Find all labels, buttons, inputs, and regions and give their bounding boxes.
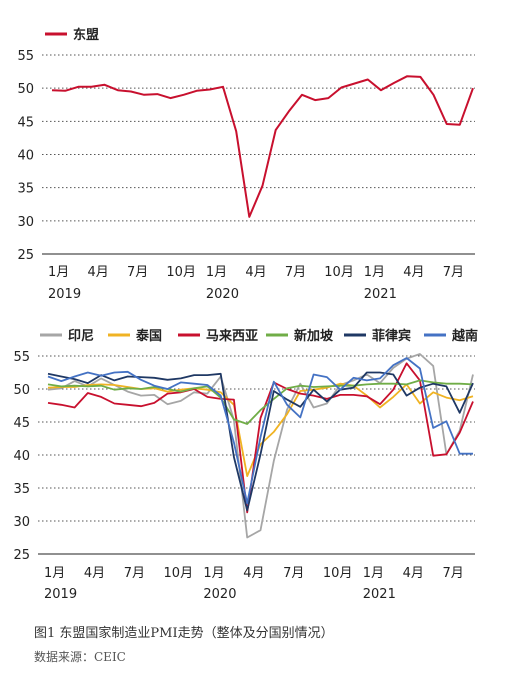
- x-tick-label: 4月: [403, 265, 424, 280]
- x-tick-label: 10月: [164, 566, 194, 581]
- x-tick-label: 1月: [203, 566, 224, 581]
- x-tick-label: 7月: [443, 265, 464, 280]
- y-tick-label: 55: [13, 350, 30, 365]
- x-tick-label: 1月: [363, 566, 384, 581]
- legend-label: 印尼: [68, 329, 94, 344]
- year-label: 2021: [364, 287, 397, 302]
- y-tick-label: 35: [17, 182, 34, 197]
- year-label: 2019: [48, 287, 81, 302]
- legend-label: 马来西亚: [206, 328, 258, 344]
- chart-asean-overall: 25 30 35 40 45 50 55 1月 4月 7月 10月 1月 4月 7月 10月 1月 4月 7月 20…: [17, 27, 475, 302]
- series-line: [47, 357, 473, 505]
- legend-label: 泰国: [135, 328, 162, 344]
- x-tick-label: 1月: [206, 265, 227, 280]
- series-line: [47, 382, 474, 478]
- y-tick-label: 45: [17, 115, 34, 130]
- year-label: 2020: [203, 587, 236, 602]
- x-tick-label: 10月: [166, 265, 196, 280]
- series-line: [51, 75, 474, 218]
- legend-label: 东盟: [73, 27, 99, 43]
- y-tick-label: 25: [13, 548, 30, 563]
- series-line: [47, 353, 474, 539]
- y-tick-label: 25: [17, 248, 34, 263]
- x-tick-label: 7月: [442, 566, 463, 581]
- x-tick-label: 7月: [127, 265, 148, 280]
- x-tick-label: 4月: [245, 265, 266, 280]
- x-tick-label: 10月: [324, 265, 354, 280]
- chart-by-country: 25 30 35 40 45 50 55 1月 4月 7月 10月 1月 4月 7月 10月 1月 4月 7月 20…: [13, 328, 478, 602]
- figure-caption: 图1 东盟国家制造业PMI走势（整体及分国别情况）: [34, 626, 334, 641]
- series-line: [47, 379, 474, 425]
- series-line: [47, 362, 474, 514]
- source-note: 数据来源：CEIC: [34, 650, 126, 664]
- year-label: 2020: [206, 287, 239, 302]
- y-tick-label: 40: [17, 149, 34, 164]
- x-tick-label: 7月: [283, 566, 304, 581]
- x-tick-label: 1月: [48, 265, 69, 280]
- y-tick-label: 50: [17, 82, 34, 97]
- legend-label: 新加坡: [294, 328, 334, 344]
- y-tick-label: 55: [17, 49, 34, 64]
- legend-label: 菲律宾: [372, 328, 411, 344]
- year-label: 2019: [44, 587, 77, 602]
- y-tick-label: 40: [13, 449, 30, 464]
- x-tick-label: 4月: [87, 265, 108, 280]
- y-tick-label: 50: [13, 383, 30, 398]
- series-line: [47, 371, 474, 512]
- legend-label: 越南: [451, 328, 478, 344]
- y-tick-label: 30: [17, 215, 34, 230]
- y-tick-label: 35: [13, 482, 30, 497]
- x-tick-label: 1月: [44, 566, 65, 581]
- x-tick-label: 7月: [285, 265, 306, 280]
- x-tick-label: 4月: [84, 566, 105, 581]
- x-tick-label: 10月: [323, 566, 353, 581]
- year-label: 2021: [363, 587, 396, 602]
- y-tick-label: 30: [13, 515, 30, 530]
- x-tick-label: 1月: [364, 265, 385, 280]
- x-tick-label: 7月: [124, 566, 145, 581]
- x-tick-label: 4月: [403, 566, 424, 581]
- x-tick-label: 4月: [243, 566, 264, 581]
- y-tick-label: 45: [13, 416, 30, 431]
